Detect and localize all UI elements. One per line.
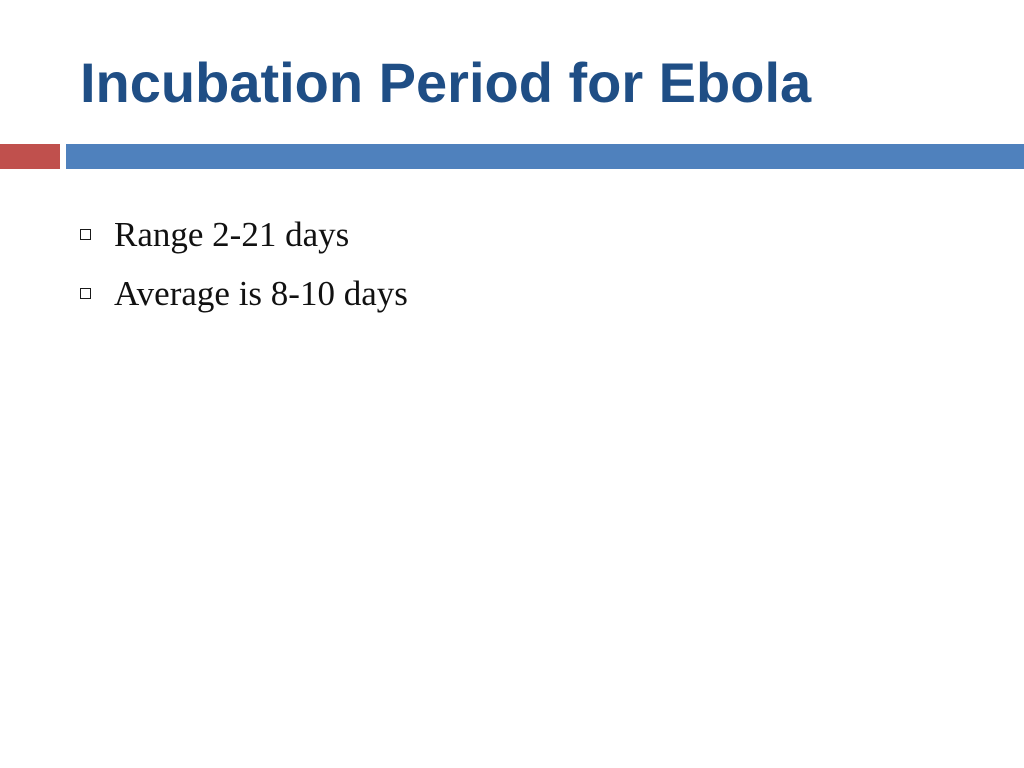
bullet-item: Average is 8-10 days	[80, 264, 408, 323]
hollow-square-bullet-icon	[80, 229, 91, 240]
bullet-text: Average is 8-10 days	[114, 273, 408, 313]
bullet-list: Range 2-21 days Average is 8-10 days	[80, 205, 408, 323]
slide-title: Incubation Period for Ebola	[80, 51, 812, 114]
bullet-text: Range 2-21 days	[114, 214, 350, 254]
hollow-square-bullet-icon	[80, 288, 91, 299]
title-accent-bar-blue	[66, 144, 1024, 169]
bullet-item: Range 2-21 days	[80, 205, 408, 264]
title-accent-bar-red	[0, 144, 60, 169]
